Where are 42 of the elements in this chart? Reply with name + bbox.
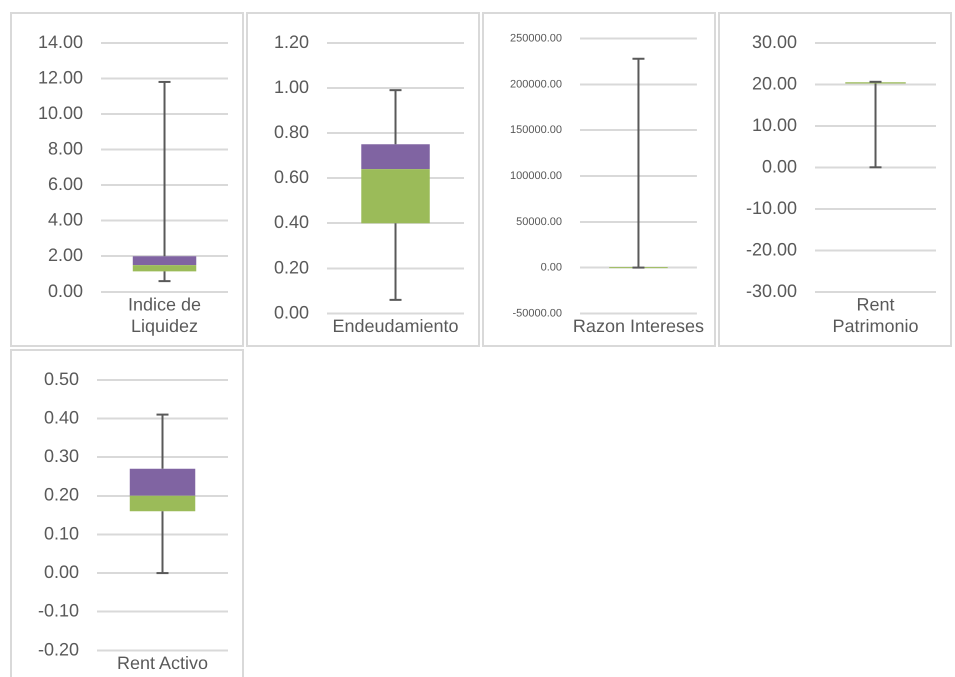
y-tick-label: 1.00 bbox=[274, 76, 310, 97]
y-tick-label: 0.00 bbox=[274, 302, 310, 322]
y-tick-label: 2.00 bbox=[48, 245, 84, 266]
x-tick-label: Rent Patrimonio bbox=[832, 294, 919, 336]
y-tick-label: 0.00 bbox=[762, 156, 798, 176]
y-tick-label: 1.20 bbox=[274, 32, 310, 52]
y-tick-label: -20.00 bbox=[746, 239, 798, 260]
y-tick-label: 0.30 bbox=[44, 446, 80, 466]
y-tick-label: 0.80 bbox=[274, 122, 310, 142]
y-tick-label: 250000.00 bbox=[510, 32, 562, 45]
y-tick-label: 10.00 bbox=[752, 114, 798, 135]
x-tick-label: Rent Activo bbox=[116, 653, 208, 674]
y-tick-label: 12.00 bbox=[38, 67, 84, 88]
y-tick-label: -10.00 bbox=[746, 198, 798, 218]
y-tick-label: 0.00 bbox=[540, 262, 562, 274]
y-tick-label: 4.00 bbox=[48, 210, 84, 230]
x-tick-label: Endeudamiento bbox=[332, 316, 459, 336]
y-tick-label: 0.00 bbox=[48, 280, 84, 301]
y-tick-label: -30.00 bbox=[746, 280, 798, 301]
x-tick-label: Indice de Liquidez bbox=[128, 294, 202, 336]
y-tick-label: 6.00 bbox=[48, 174, 84, 194]
y-tick-label: 0.00 bbox=[44, 562, 80, 582]
x-tick-label: Razon Intereses bbox=[572, 316, 704, 336]
y-tick-label: 0.20 bbox=[44, 484, 80, 505]
y-tick-label: 8.00 bbox=[48, 138, 84, 158]
y-tick-label: 0.60 bbox=[274, 167, 310, 188]
y-tick-label: 150000.00 bbox=[510, 124, 562, 136]
y-tick-label: -50000.00 bbox=[512, 307, 562, 320]
y-tick-label: 0.20 bbox=[274, 257, 310, 278]
y-tick-label: 14.00 bbox=[38, 32, 84, 52]
y-tick-label: 10.00 bbox=[38, 102, 84, 123]
y-tick-label: 100000.00 bbox=[510, 170, 562, 182]
y-tick-label: 20.00 bbox=[752, 73, 798, 94]
y-tick-label: -0.10 bbox=[38, 600, 80, 621]
y-tick-label: 0.10 bbox=[44, 523, 80, 544]
y-tick-label: 0.40 bbox=[274, 212, 310, 232]
y-tick-label: -0.20 bbox=[38, 639, 80, 660]
y-tick-label: 0.50 bbox=[44, 368, 80, 389]
y-tick-label: 200000.00 bbox=[510, 78, 562, 90]
y-tick-label: 30.00 bbox=[752, 32, 798, 52]
y-tick-label: 50000.00 bbox=[516, 216, 562, 228]
y-tick-label: 0.40 bbox=[44, 407, 80, 428]
